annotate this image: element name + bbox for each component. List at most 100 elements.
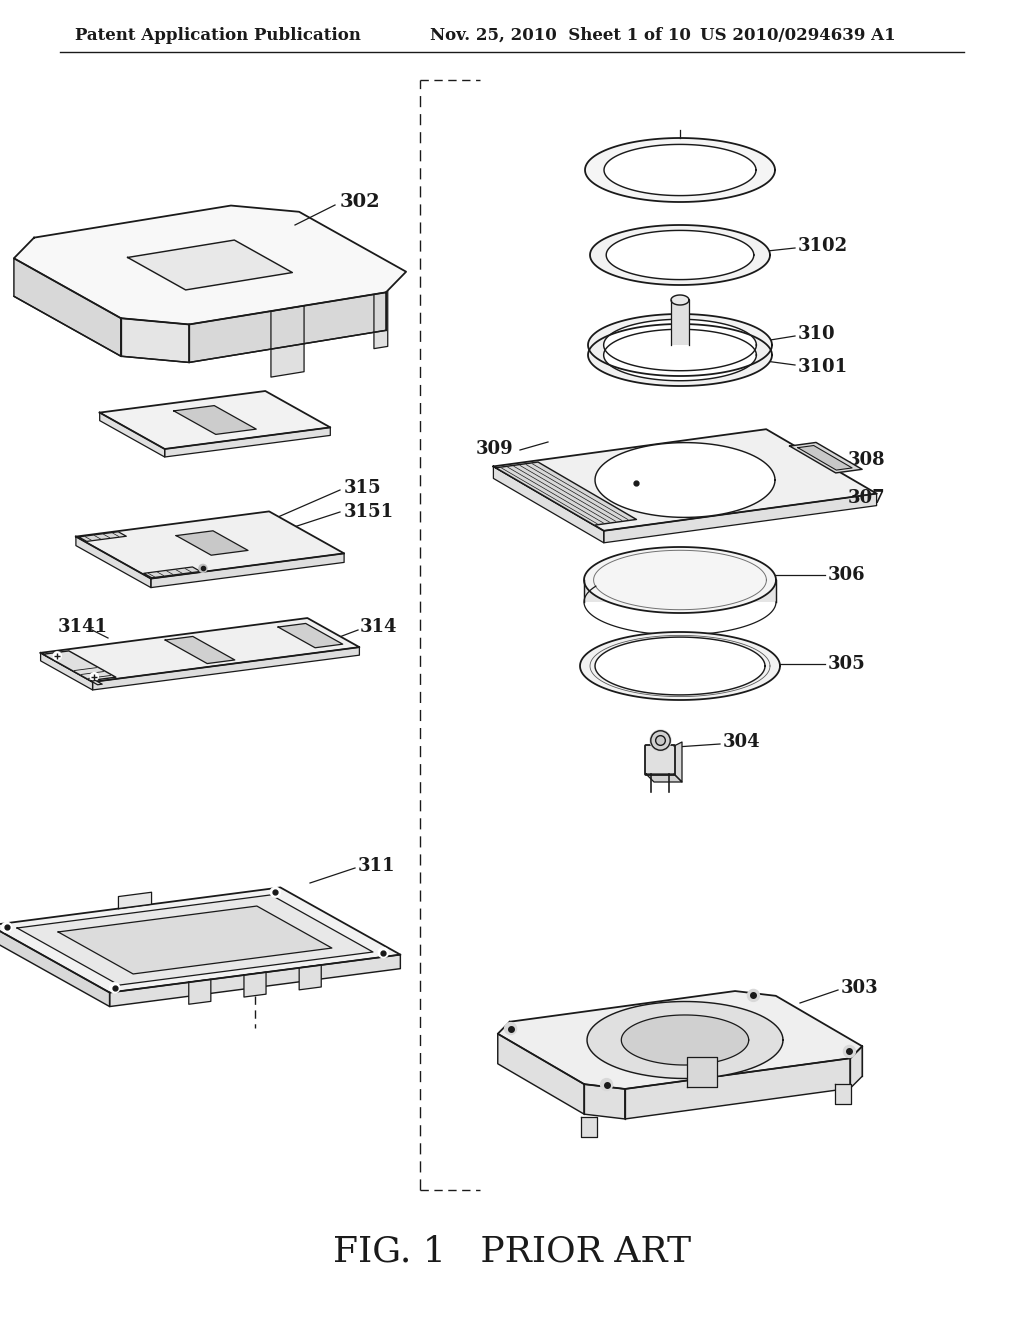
Text: 302: 302 [340,193,381,211]
Polygon shape [625,1059,850,1119]
Polygon shape [0,925,110,1007]
Polygon shape [121,318,189,363]
Circle shape [90,673,98,681]
Polygon shape [374,284,388,348]
Circle shape [844,1045,855,1057]
Polygon shape [622,1015,749,1065]
FancyBboxPatch shape [645,744,675,775]
Polygon shape [595,442,775,517]
Polygon shape [165,428,331,457]
Polygon shape [590,224,770,285]
Polygon shape [41,653,92,690]
Circle shape [651,731,669,748]
Polygon shape [143,568,201,578]
Polygon shape [17,895,373,985]
Circle shape [629,477,643,490]
Polygon shape [151,553,344,587]
Polygon shape [790,442,862,473]
Polygon shape [850,1047,862,1088]
Text: 307: 307 [848,488,886,507]
Polygon shape [671,300,689,345]
Polygon shape [580,632,780,700]
Polygon shape [14,206,407,325]
Polygon shape [0,887,400,993]
Polygon shape [189,292,386,363]
Polygon shape [76,537,151,587]
Polygon shape [58,906,332,974]
Circle shape [748,990,760,1002]
Polygon shape [279,623,343,648]
Polygon shape [79,532,126,541]
Text: FIG. 1   PRIOR ART: FIG. 1 PRIOR ART [333,1236,691,1269]
Circle shape [110,983,120,993]
Circle shape [505,1023,516,1035]
Polygon shape [99,413,165,457]
Text: 303: 303 [841,979,879,997]
Text: 308: 308 [848,451,886,469]
Polygon shape [606,231,754,280]
Text: 3101: 3101 [798,358,848,376]
Polygon shape [76,511,344,578]
Polygon shape [584,579,776,602]
Circle shape [270,887,281,898]
Circle shape [53,652,61,660]
Polygon shape [588,323,772,385]
Polygon shape [604,329,757,380]
Text: US 2010/0294639 A1: US 2010/0294639 A1 [700,26,896,44]
Text: 306: 306 [828,566,865,583]
Text: 310: 310 [798,325,836,343]
Circle shape [600,1078,612,1090]
Polygon shape [14,259,121,356]
Polygon shape [604,494,877,543]
Polygon shape [43,651,116,681]
Polygon shape [110,954,400,1007]
Text: 311: 311 [358,857,395,875]
Text: 314: 314 [360,618,397,636]
Text: 3141: 3141 [58,618,108,636]
Polygon shape [604,144,756,195]
Polygon shape [587,1002,783,1078]
Polygon shape [244,972,266,997]
Polygon shape [119,892,152,908]
Polygon shape [671,294,689,305]
Polygon shape [496,462,637,525]
Polygon shape [91,681,102,685]
Text: 3102: 3102 [798,238,848,255]
Polygon shape [585,139,775,202]
Polygon shape [584,546,776,612]
Polygon shape [687,1056,717,1086]
Polygon shape [581,1117,597,1137]
Polygon shape [174,405,256,434]
Polygon shape [176,531,248,556]
Polygon shape [498,1034,584,1114]
Text: 3151: 3151 [344,503,394,521]
Circle shape [2,923,11,932]
Polygon shape [99,391,331,449]
Polygon shape [188,979,211,1005]
Polygon shape [494,429,877,531]
Circle shape [199,565,207,573]
Text: 315: 315 [344,479,382,498]
Polygon shape [41,618,359,682]
Text: 304: 304 [723,733,761,751]
Circle shape [378,948,388,958]
Text: 305: 305 [828,655,865,673]
Polygon shape [798,446,852,470]
Polygon shape [835,1084,851,1104]
Polygon shape [128,240,293,290]
Text: Nov. 25, 2010  Sheet 1 of 10: Nov. 25, 2010 Sheet 1 of 10 [430,26,691,44]
Polygon shape [674,742,682,781]
Polygon shape [165,636,234,664]
Polygon shape [584,1084,625,1119]
Polygon shape [595,638,765,694]
Polygon shape [646,774,682,781]
Text: Patent Application Publication: Patent Application Publication [75,26,360,44]
Polygon shape [299,965,322,990]
Polygon shape [271,306,304,378]
Polygon shape [498,991,862,1089]
Polygon shape [588,314,772,376]
Polygon shape [494,466,604,543]
Text: 309: 309 [475,440,513,458]
Polygon shape [92,647,359,690]
Polygon shape [604,319,757,371]
